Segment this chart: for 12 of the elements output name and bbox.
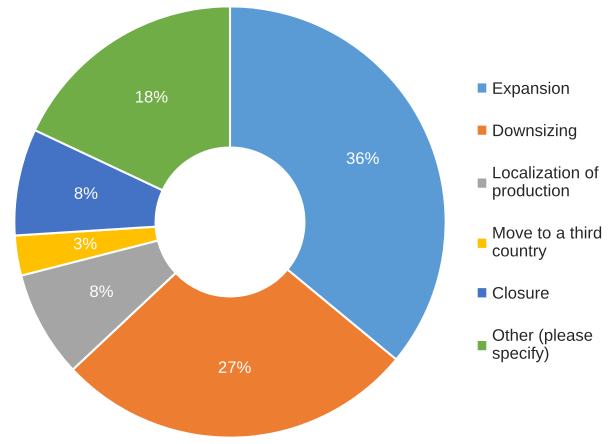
- legend-label: Move to a third country: [492, 226, 602, 260]
- data-label: 27%: [218, 361, 251, 374]
- legend-label: Downsizing: [493, 124, 576, 140]
- data-label: 8%: [90, 285, 113, 298]
- legend-label: Expansion: [493, 82, 569, 98]
- legend-label: Localization of production: [493, 166, 599, 200]
- data-label: 36%: [346, 152, 379, 164]
- data-label: 8%: [74, 187, 98, 199]
- data-label: 18%: [136, 90, 168, 103]
- data-label: 3%: [74, 238, 97, 250]
- legend-label: Other (please specify): [492, 328, 592, 362]
- legend-label: Closure: [492, 286, 549, 299]
